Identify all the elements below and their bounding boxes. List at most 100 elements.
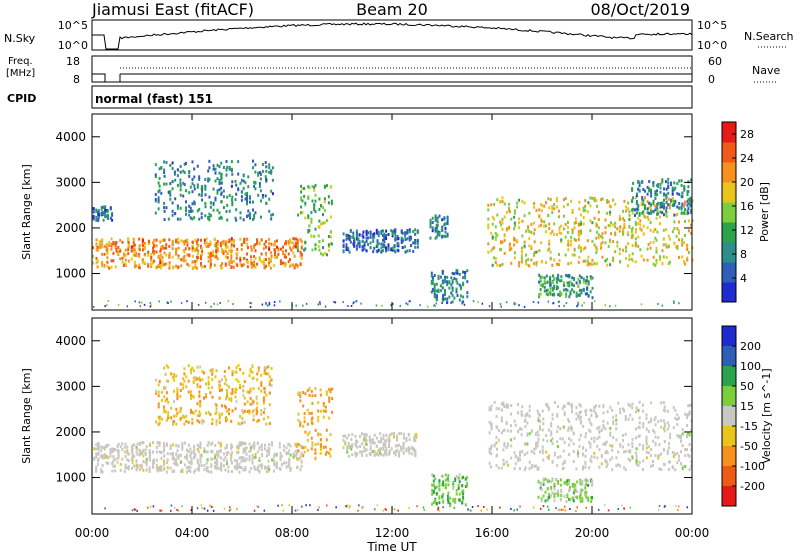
power-echo-cell (627, 231, 630, 235)
velocity-echo-cell (107, 443, 110, 447)
power-echo-cell (678, 238, 680, 242)
power-echo-cell (487, 250, 490, 254)
velocity-echo-cell (652, 439, 654, 443)
velocity-echo-cell (590, 409, 593, 413)
power-echo-cell (209, 243, 212, 246)
power-echo-cell (318, 219, 321, 223)
power-echo-cell (283, 255, 286, 259)
power-echo-cell (167, 191, 170, 194)
power-echo-cell (436, 216, 439, 220)
power-echo-cell (648, 189, 651, 193)
velocity-echo-cell (175, 414, 178, 418)
power-echo-cell (530, 258, 533, 262)
velocity-echo-cell (149, 453, 151, 457)
velocity-echo-cell (235, 388, 238, 392)
power-echo-cell (607, 224, 610, 228)
power-echo-cell (323, 200, 326, 204)
power-echo-cell (260, 252, 263, 256)
velocity-echo-cell (355, 444, 358, 448)
power-echo-cell (299, 254, 302, 258)
power-echo-cell (363, 241, 366, 245)
power-echo-cell (209, 262, 212, 266)
power-clutter-cell (166, 301, 168, 304)
power-echo-cell (566, 283, 569, 287)
power-echo-cell (548, 227, 551, 230)
velocity-echo-cell (111, 449, 114, 453)
velocity-echo-cell (572, 460, 575, 463)
velocity-echo-cell (186, 453, 188, 457)
power-echo-cell (160, 166, 163, 170)
power-echo-cell (106, 252, 109, 255)
velocity-echo-cell (95, 447, 98, 451)
power-echo-cell (254, 211, 257, 215)
velocity-echo-cell (322, 445, 325, 449)
power-echo-cell (578, 288, 581, 292)
velocity-echo-cell (258, 469, 261, 473)
velocity-echo-cell (388, 436, 390, 440)
velocity-echo-cell (624, 450, 627, 453)
power-echo-cell (667, 244, 670, 248)
power-echo-cell (150, 259, 153, 263)
power-colorbar-frame (721, 121, 737, 303)
velocity-echo-cell (380, 453, 383, 457)
velocity-echo-cell (182, 386, 185, 390)
velocity-echo-cell (199, 404, 202, 408)
velocity-echo-cell (256, 372, 259, 376)
velocity-echo-cell (322, 404, 325, 408)
power-echo-cell (678, 201, 681, 205)
velocity-echo-cell (116, 444, 119, 448)
velocity-clutter-cell (540, 507, 542, 510)
power-echo-cell (203, 264, 206, 268)
velocity-echo-cell (462, 492, 465, 496)
velocity-clutter-cell (376, 504, 379, 507)
velocity-echo-cell (530, 464, 533, 468)
velocity-echo-cell (287, 452, 290, 455)
velocity-echo-cell (576, 490, 579, 494)
velocity-echo-cell (500, 402, 503, 406)
power-echo-cell (193, 187, 196, 191)
power-echo-cell (575, 281, 578, 285)
velocity-echo-cell (654, 435, 657, 439)
power-echo-cell (179, 181, 182, 185)
power-echo-cell (168, 256, 171, 259)
power-echo-cell (246, 252, 249, 256)
power-echo-cell (383, 232, 386, 236)
velocity-echo-cell (138, 449, 141, 452)
velocity-clutter-cell (206, 509, 209, 512)
velocity-echo-cell (382, 453, 385, 457)
velocity-echo-cell (575, 412, 578, 416)
power-echo-cell (176, 183, 179, 187)
velocity-echo-cell (365, 433, 368, 437)
power-echo-cell (269, 258, 272, 262)
velocity-echo-cell (403, 432, 405, 436)
power-echo-cell (168, 244, 171, 248)
power-echo-cell (683, 211, 686, 215)
power-echo-cell (451, 300, 454, 304)
velocity-echo-cell (111, 447, 114, 451)
power-echo-cell (431, 221, 434, 224)
power-echo-cell (591, 258, 594, 262)
power-echo-cell (383, 245, 386, 249)
velocity-clutter-cell (301, 505, 303, 508)
power-echo-cell (259, 172, 262, 176)
power-echo-cell (584, 281, 587, 285)
power-echo-cell (582, 259, 585, 263)
power-echo-cell (446, 219, 449, 223)
power-echo-cell (322, 239, 324, 243)
velocity-echo-cell (311, 394, 314, 398)
power-echo-cell (209, 265, 212, 269)
velocity-echo-cell (170, 406, 173, 410)
power-echo-cell (635, 192, 638, 196)
power-echo-cell (92, 214, 95, 218)
power-echo-cell (401, 231, 404, 235)
velocity-echo-cell (144, 448, 147, 452)
power-echo-cell (444, 230, 447, 234)
velocity-echo-cell (589, 408, 592, 412)
power-echo-cell (387, 248, 390, 252)
power-echo-cell (655, 249, 658, 252)
velocity-echo-cell (674, 416, 677, 420)
velocity-echo-cell (220, 467, 223, 471)
power-echo-cell (171, 201, 174, 205)
velocity-echo-cell (615, 427, 618, 431)
power-echo-cell (221, 250, 224, 254)
